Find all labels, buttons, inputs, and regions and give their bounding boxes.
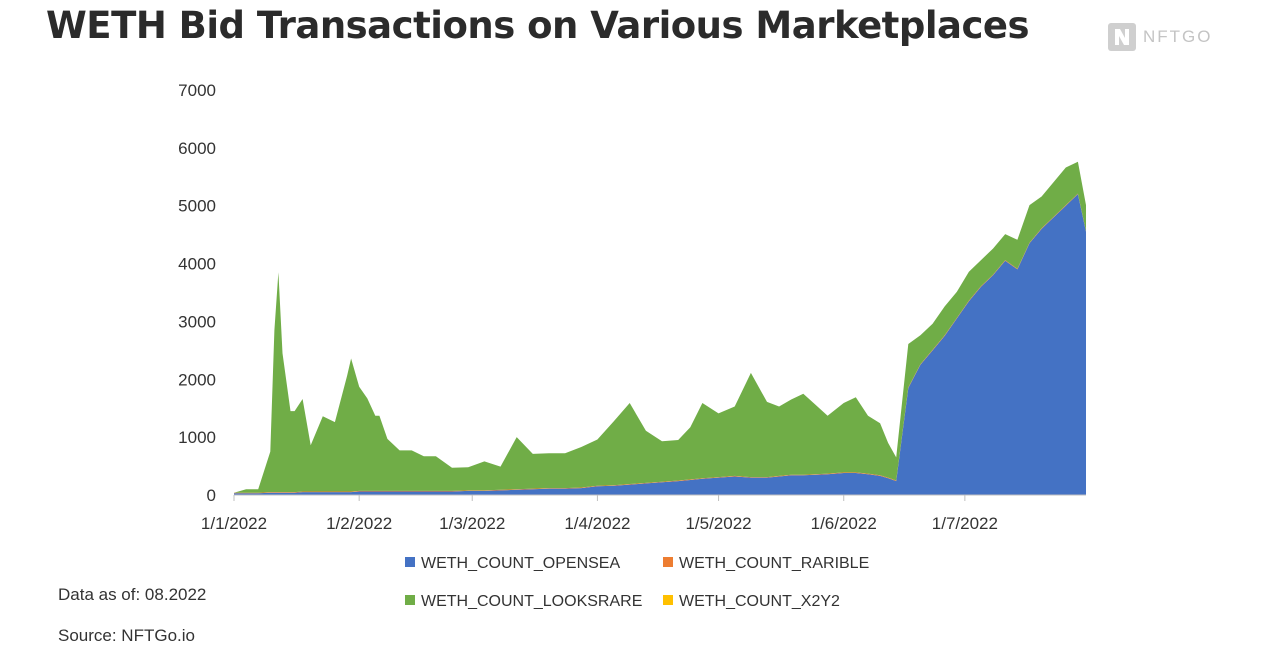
- legend-label: WETH_COUNT_RARIBLE: [679, 555, 869, 572]
- data-as-of-note: Data as of: 08.2022: [58, 585, 207, 604]
- x-tick-label: 1/6/2022: [811, 514, 877, 533]
- chart-areas: [234, 161, 1086, 495]
- x-tick-label: 1/2/2022: [326, 514, 392, 533]
- y-tick-label: 3000: [178, 312, 216, 331]
- x-tick-label: 1/4/2022: [564, 514, 630, 533]
- y-tick-label: 2000: [178, 370, 216, 389]
- nftgo-logo-text: NFTGO: [1143, 27, 1213, 46]
- chart-title: WETH Bid Transactions on Various Marketp…: [46, 4, 1030, 47]
- legend-swatch: [663, 557, 673, 567]
- nftgo-logo: NFTGO: [1108, 23, 1213, 51]
- y-tick-label: 1000: [178, 428, 216, 447]
- nftgo-logo-icon: [1108, 23, 1136, 51]
- x-tick-label: 1/3/2022: [439, 514, 505, 533]
- x-tick-label: 1/7/2022: [932, 514, 998, 533]
- legend-label: WETH_COUNT_LOOKSRARE: [421, 593, 642, 610]
- y-tick-label: 6000: [178, 139, 216, 158]
- legend-swatch: [663, 595, 673, 605]
- chart-legend: WETH_COUNT_OPENSEA WETH_COUNT_RARIBLE WETH…: [405, 555, 869, 610]
- y-tick-label: 5000: [178, 197, 216, 216]
- legend-label: WETH_COUNT_OPENSEA: [421, 555, 620, 572]
- x-axis: 1/1/2022 1/2/2022 1/3/2022 1/4/2022 1/5/2022…: [201, 494, 1086, 533]
- x-tick-label: 1/5/2022: [685, 514, 751, 533]
- area-series-weth-count-looksrare: [234, 161, 1086, 493]
- y-tick-label: 7000: [178, 81, 216, 100]
- y-tick-label: 4000: [178, 255, 216, 274]
- legend-swatch: [405, 557, 415, 567]
- area-series-weth-count-opensea: [234, 194, 1086, 495]
- y-tick-label: 0: [207, 486, 216, 505]
- legend-label: WETH_COUNT_X2Y2: [679, 593, 840, 610]
- legend-swatch: [405, 595, 415, 605]
- y-axis: 0 1000 2000 3000 4000 5000 6000 7000: [178, 81, 216, 505]
- x-tick-label: 1/1/2022: [201, 514, 267, 533]
- source-note: Source: NFTGo.io: [58, 626, 195, 645]
